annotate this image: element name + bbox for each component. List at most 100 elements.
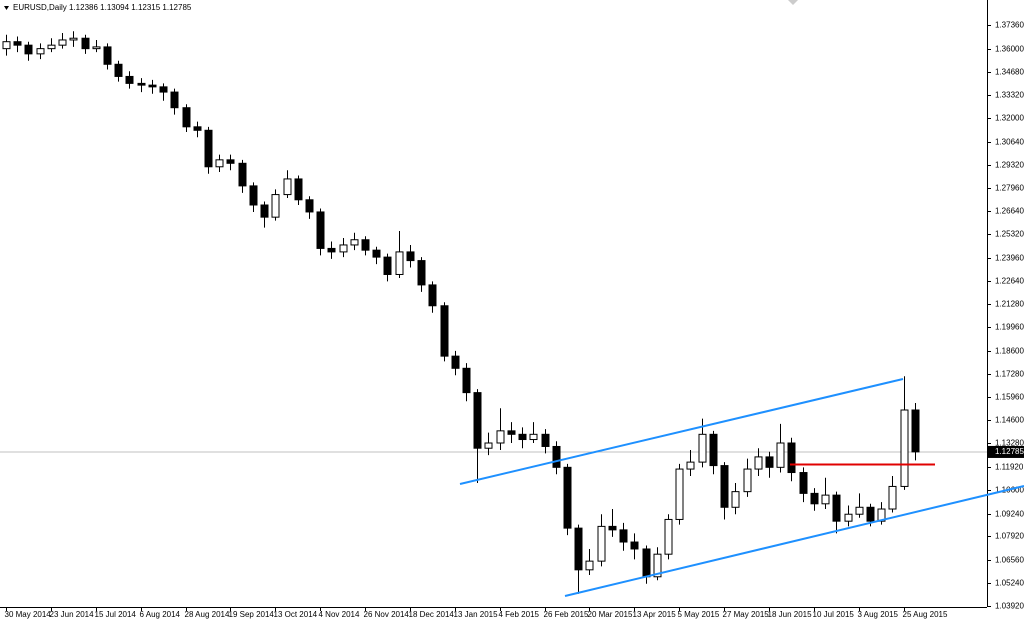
candle-body [608,525,617,531]
y-tick-label: 1.26640 [995,207,1024,216]
x-tick-label: 18 Dec 2014 [409,610,455,619]
y-tick-label: 1.25320 [995,230,1024,239]
y-tick-label: 1.13280 [995,439,1024,448]
candle-body [36,48,45,55]
candle-body [294,178,303,201]
candle-body [238,162,247,187]
x-tick-label: 23 Jun 2014 [50,610,95,619]
y-tick-label: 1.23960 [995,254,1024,263]
candle-body [720,465,729,508]
x-tick-label: 13 Apr 2015 [633,610,677,619]
candle-body [698,433,707,463]
candle-body [541,433,550,447]
y-tick-label: 1.09240 [995,510,1024,519]
candle-body [159,86,168,93]
y-tick-label: 1.27960 [995,184,1024,193]
y-tick-label: 1.15960 [995,393,1024,402]
y-tick-label: 1.34680 [995,68,1024,77]
shift-marker [788,0,798,5]
candle-body [462,367,471,394]
candle-body [731,491,740,508]
candle-body [529,433,538,441]
candle-body [518,433,527,441]
candle-body [137,82,146,86]
candle-body [574,527,583,571]
candle-body [372,249,381,258]
current-price-label: 1.12785 [995,447,1024,456]
candle-body [271,194,280,218]
candle-body [686,461,695,470]
y-tick-label: 1.07920 [995,532,1024,541]
lower-channel-line[interactable] [564,485,1024,597]
candle-body [215,159,224,168]
x-tick-label: 27 May 2015 [723,610,770,619]
candle-body [182,107,191,128]
candle-body [92,46,101,50]
candle-body [440,305,449,357]
x-tick-label: 4 Nov 2014 [319,610,360,619]
candle-body [339,244,348,253]
candle-body [47,44,56,50]
candle-body [103,46,112,65]
candle-body [260,204,269,218]
y-tick-label: 1.22640 [995,277,1024,286]
candle-body [664,518,673,555]
candle-body [148,84,157,88]
candle-body [743,468,752,493]
candle-body [754,456,763,470]
y-tick-label: 1.33320 [995,91,1024,100]
candle-body [911,409,920,453]
y-tick-label: 1.30640 [995,138,1024,147]
y-tick-label: 1.11920 [995,463,1024,472]
x-tick-label: 10 Jul 2015 [813,610,855,619]
x-tick-label: 13 Jan 2015 [454,610,499,619]
candle-body [630,541,639,550]
x-tick-label: 4 Feb 2015 [499,610,540,619]
y-tick-label: 1.19960 [995,323,1024,332]
y-tick-label: 1.05240 [995,579,1024,588]
candle-body [821,494,830,505]
candle-body [552,445,561,468]
candle-body [226,159,235,164]
candle-body [653,553,662,578]
y-tick-label: 1.17280 [995,370,1024,379]
candle-body [170,91,179,109]
candle-body [24,44,33,55]
candle-body [125,75,134,84]
candle-body [855,506,864,515]
candle-body [642,548,651,578]
upper-channel-line[interactable] [459,378,904,485]
y-tick-label: 1.06560 [995,556,1024,565]
x-tick-label: 28 Aug 2014 [185,610,230,619]
candle-body [417,260,426,286]
x-tick-label: 25 Aug 2015 [903,610,948,619]
candle-body [428,284,437,307]
x-tick-label: 15 Jul 2014 [95,610,137,619]
candle-body [709,433,718,467]
candle-body [496,430,505,444]
candle-body [193,126,202,131]
candle-body [787,442,796,474]
candle-body [361,239,370,251]
x-tick-label: 5 May 2015 [678,610,720,619]
candle-body [350,239,359,246]
x-tick-label: 20 Mar 2015 [588,610,633,619]
candle-body [81,37,90,50]
candle-body [675,468,684,520]
menu-arrow[interactable] [4,6,9,10]
candle-body [888,485,897,510]
candle-body [776,442,785,468]
x-tick-label: 18 Jun 2015 [768,610,813,619]
current-price-box [988,445,1024,458]
candle-body [114,63,123,77]
x-tick-label: 13 Oct 2014 [274,610,318,619]
candle-body [810,492,819,505]
y-tick-label: 1.21280 [995,300,1024,309]
candle-body [844,513,853,522]
y-tick-label: 1.03920 [995,602,1024,611]
x-tick-label: 19 Sep 2014 [229,610,275,619]
x-tick-label: 26 Feb 2015 [544,610,589,619]
y-tick-label: 1.32000 [995,114,1024,123]
